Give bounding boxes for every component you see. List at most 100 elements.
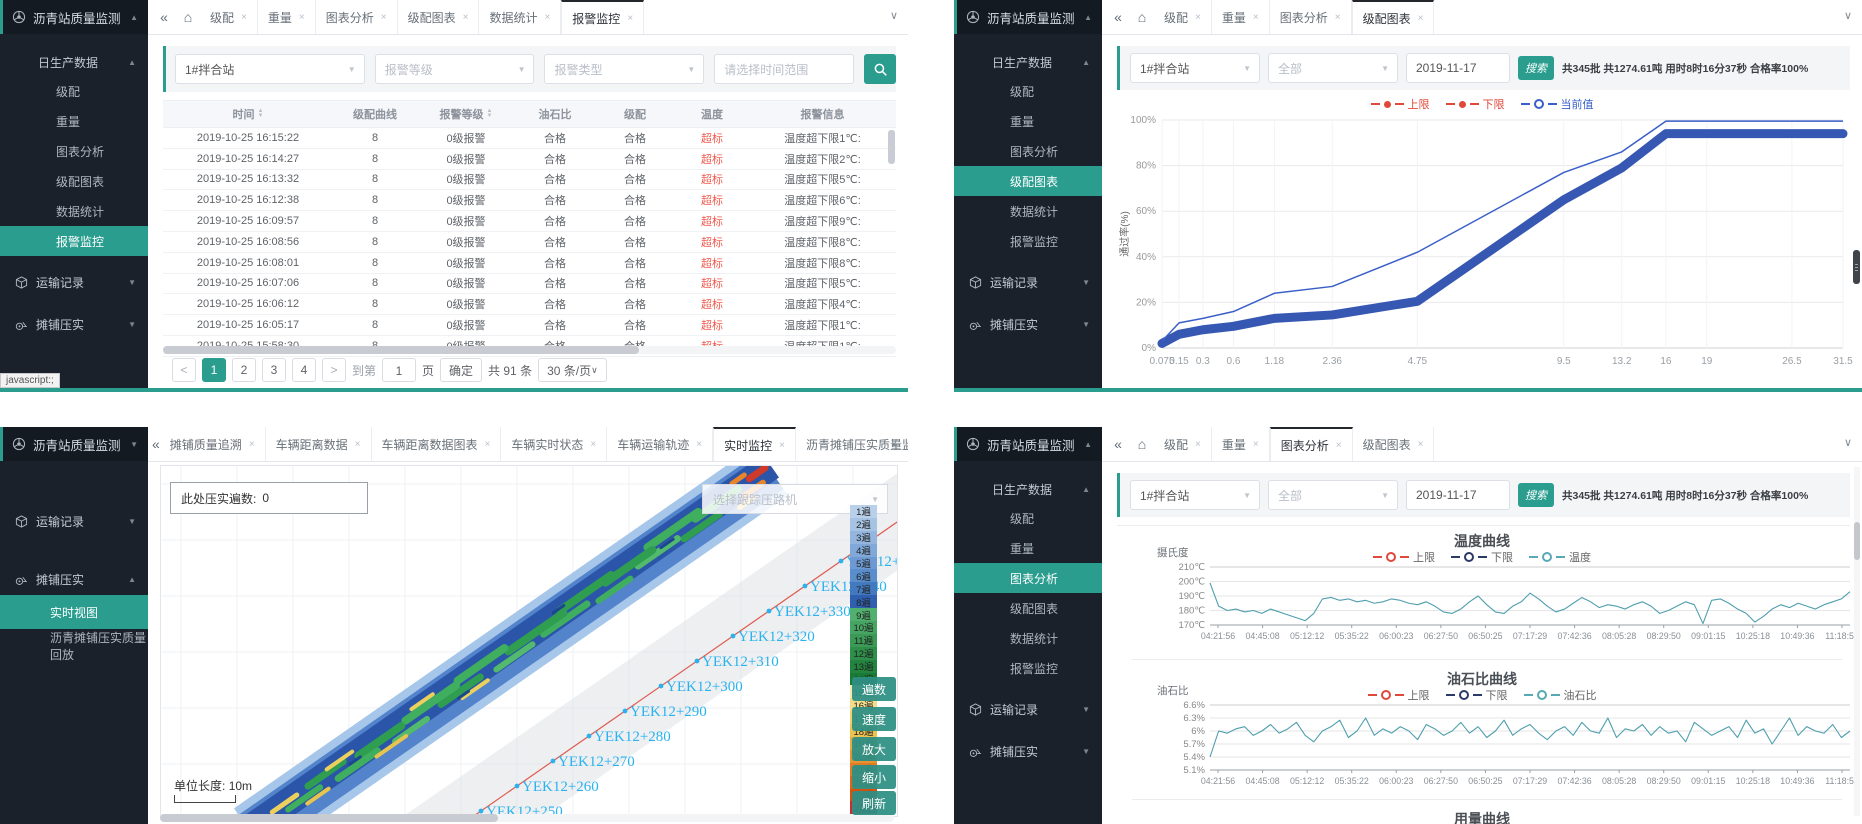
sidebar-item[interactable]: 沥青摊铺压实质量回放 xyxy=(50,631,147,662)
tab-active[interactable]: 级配图表 × xyxy=(1351,0,1435,34)
close-icon[interactable]: × xyxy=(1417,438,1424,450)
alarm-level-select[interactable]: 报警等级 ▼ xyxy=(374,54,535,84)
alarm-type-select[interactable]: 报警类型 ▼ xyxy=(544,54,705,84)
tab-item[interactable]: 重量 × xyxy=(1212,427,1270,461)
brand-header[interactable]: 沥青站质量监测 ▼ xyxy=(0,427,148,461)
collapse-menu-icon[interactable]: « xyxy=(1114,9,1122,25)
chevron-down-icon[interactable]: ∨ xyxy=(1843,437,1852,449)
table-row[interactable]: 2019-10-25 16:09:57 8 0级报警 合格 合格 超标 温度超下限9℃: xyxy=(163,211,896,232)
table-row[interactable]: 2019-10-25 16:08:56 8 0级报警 合格 合格 超标 温度超下限8℃: xyxy=(163,231,896,253)
roller-select[interactable]: 选择跟踪压路机 ▼ xyxy=(702,484,888,514)
page-button[interactable]: 3 xyxy=(262,358,286,382)
scope-select[interactable]: 全部 ▼ xyxy=(1268,53,1398,83)
close-icon[interactable]: × xyxy=(590,438,597,450)
column-header[interactable]: 时间 ▲ ▼ xyxy=(232,108,264,121)
station-select[interactable]: 1#拌合站 ▼ xyxy=(1130,53,1260,83)
tab-item[interactable]: 图表分析 × xyxy=(1270,0,1352,34)
tab-item[interactable]: 车辆距离数据 × xyxy=(266,427,372,461)
tab-item[interactable]: 摊铺质量追溯 × xyxy=(160,427,266,461)
sidebar-item[interactable]: 级配 xyxy=(1010,511,1035,526)
table-vertical-scrollbar[interactable] xyxy=(888,130,895,164)
sidebar-item[interactable]: 摊铺压实 ▼ xyxy=(0,308,148,340)
table-horizontal-scrollbar[interactable] xyxy=(163,346,896,354)
sidebar-item[interactable]: 摊铺压实 ▼ xyxy=(954,735,1102,767)
time-range-input[interactable]: 请选择时间范围 xyxy=(714,54,855,84)
search-button[interactable]: 搜索 xyxy=(1518,56,1554,80)
sidebar-item[interactable]: 实时视图 xyxy=(0,595,148,629)
tab-active[interactable]: 图表分析 × xyxy=(1269,427,1353,461)
next-page-button[interactable]: > xyxy=(322,358,346,382)
page-size-select[interactable]: 30 条/页 ∨ xyxy=(538,358,607,382)
column-header[interactable]: 报警等级 ▲ ▼ xyxy=(439,108,493,121)
sidebar-item[interactable]: 图表分析 xyxy=(1010,144,1059,159)
sidebar-item[interactable]: 运输记录 ▼ xyxy=(0,266,148,298)
sidebar-item[interactable]: 数据统计 xyxy=(1010,631,1059,646)
content-scrollbar[interactable] xyxy=(1854,467,1860,816)
sidebar-item[interactable]: 摊铺压实 ▲ xyxy=(0,563,148,595)
sidebar-item[interactable]: 图表分析 xyxy=(954,563,1102,593)
tab-item[interactable]: 车辆实时状态 × xyxy=(501,427,608,461)
close-icon[interactable]: × xyxy=(462,11,469,23)
station-select[interactable]: 1#拌合站 ▼ xyxy=(1130,480,1260,510)
column-header[interactable]: 温度 xyxy=(701,109,723,121)
close-icon[interactable]: × xyxy=(1195,11,1201,23)
close-icon[interactable]: × xyxy=(380,11,387,23)
brand-header[interactable]: 沥青站质量监测 ▲ xyxy=(954,0,1102,34)
date-input[interactable]: 2019-11-17 xyxy=(1406,53,1510,83)
jump-page-input[interactable]: 1 xyxy=(382,358,417,382)
home-icon[interactable]: ⌂ xyxy=(183,9,193,25)
confirm-button[interactable]: 确定 xyxy=(440,358,483,382)
map-button-1[interactable]: 遍数 xyxy=(852,677,896,701)
tab-item[interactable]: 级配 × xyxy=(1154,427,1212,461)
scope-select[interactable]: 全部 ▼ xyxy=(1268,480,1398,510)
search-button[interactable] xyxy=(864,54,896,84)
table-row[interactable]: 2019-10-25 16:07:06 8 0级报警 合格 合格 超标 温度超下限5℃: xyxy=(163,273,896,295)
table-row[interactable]: 2019-10-25 16:05:17 8 0级报警 合格 合格 超标 温度超下限1℃: xyxy=(163,315,896,336)
sidebar-item[interactable]: 重量 xyxy=(56,114,81,129)
floating-scrollbar[interactable] xyxy=(1853,250,1860,284)
close-icon[interactable]: × xyxy=(696,438,703,450)
date-input[interactable]: 2019-11-17 xyxy=(1406,480,1510,510)
close-icon[interactable]: × xyxy=(248,438,255,450)
sidebar-item[interactable]: 报警监控 xyxy=(0,226,148,256)
table-row[interactable]: 2019-10-25 16:08:01 8 0级报警 合格 合格 超标 温度超下限8℃: xyxy=(163,252,896,274)
close-icon[interactable]: × xyxy=(627,12,634,24)
close-icon[interactable]: × xyxy=(1195,438,1201,450)
close-icon[interactable]: × xyxy=(484,438,491,450)
sidebar-item[interactable]: 级配图表 xyxy=(1010,601,1059,616)
table-row[interactable]: 2019-10-25 16:13:32 8 0级报警 合格 合格 超标 温度超下限5℃: xyxy=(163,169,896,191)
tab-item[interactable]: 车辆运输轨迹 × xyxy=(607,427,714,461)
column-header[interactable]: 报警信息 xyxy=(800,109,845,121)
sidebar-item[interactable]: 报警监控 xyxy=(1010,234,1059,249)
tab-item[interactable]: 级配 × xyxy=(200,0,258,34)
map-button-4[interactable]: 缩小 xyxy=(852,765,896,789)
prev-page-button[interactable]: < xyxy=(172,358,196,382)
map-button-2[interactable]: 速度 xyxy=(852,707,896,731)
chevron-down-icon[interactable]: ∨ xyxy=(1843,10,1852,22)
close-icon[interactable]: × xyxy=(1417,12,1424,24)
sidebar-item[interactable]: 日生产数据 ▲ xyxy=(38,55,136,70)
brand-header[interactable]: 沥青站质量监测 ▲ xyxy=(0,0,148,34)
tab-item[interactable]: 数据统计 × xyxy=(479,0,562,34)
close-icon[interactable]: × xyxy=(354,438,361,450)
sort-icon[interactable]: ▲ ▼ xyxy=(486,108,493,119)
close-icon[interactable]: × xyxy=(1252,438,1259,450)
sidebar-item[interactable]: 重量 xyxy=(1010,541,1035,556)
table-row[interactable]: 2019-10-25 16:12:38 8 0级报警 合格 合格 超标 温度超下限6℃: xyxy=(163,190,896,212)
station-select[interactable]: 1#拌合站 ▼ xyxy=(175,54,365,84)
sidebar-item[interactable]: 运输记录 ▼ xyxy=(954,693,1102,725)
collapse-menu-icon[interactable]: « xyxy=(1114,436,1122,452)
tab-item[interactable]: 级配图表 × xyxy=(1353,427,1435,461)
tab-item[interactable]: 沥青摊铺压实质量监测× xyxy=(796,427,908,461)
table-row[interactable]: 2019-10-25 16:15:22 8 0级报警 合格 合格 超标 温度超下限1℃: xyxy=(163,128,896,149)
tab-item[interactable]: 级配图表 × xyxy=(398,0,480,34)
sidebar-item[interactable]: 图表分析 xyxy=(56,144,105,159)
search-button[interactable]: 搜索 xyxy=(1518,483,1554,507)
sidebar-item[interactable]: 摊铺压实 ▼ xyxy=(954,308,1102,340)
collapse-menu-icon[interactable]: « xyxy=(152,436,160,452)
sidebar-item[interactable]: 级配图表 xyxy=(954,166,1102,196)
sidebar-item[interactable]: 重量 xyxy=(1010,114,1035,129)
brand-header[interactable]: 沥青站质量监测 ▲ xyxy=(954,427,1102,461)
page-button[interactable]: 2 xyxy=(232,358,256,382)
map-button-5[interactable]: 刷新 xyxy=(852,791,896,815)
